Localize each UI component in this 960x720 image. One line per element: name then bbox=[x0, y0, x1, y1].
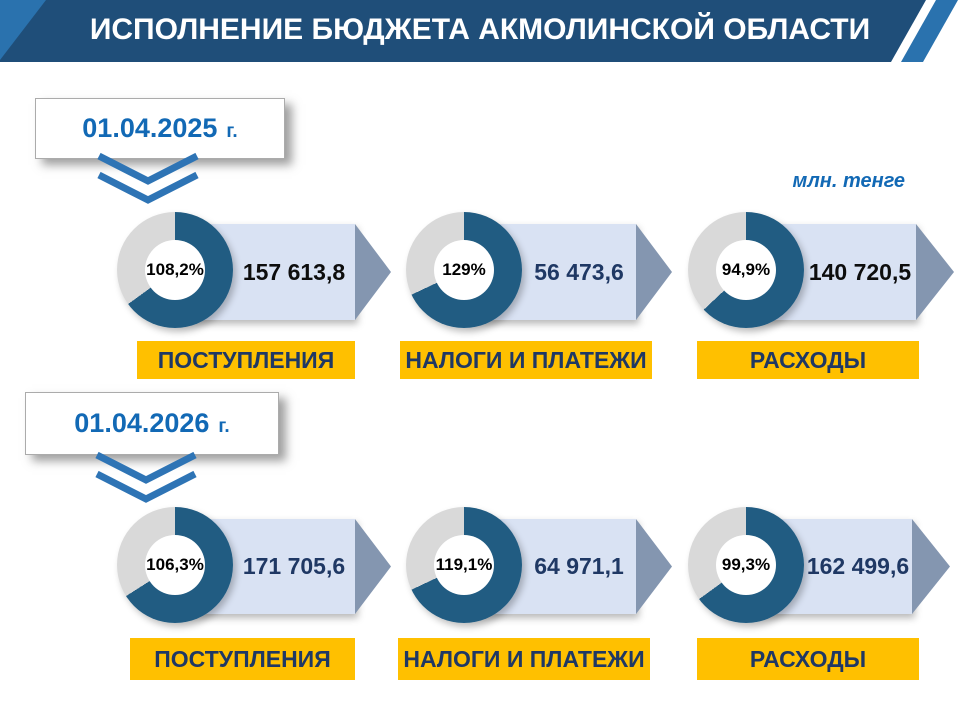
donut-chart: 108,2% bbox=[117, 212, 233, 328]
donut-hole bbox=[434, 240, 494, 300]
category-label: РАСХОДЫ bbox=[697, 341, 919, 379]
arrow-right-icon bbox=[912, 519, 950, 614]
arrow-right-icon bbox=[636, 519, 672, 614]
category-label: ПОСТУПЛЕНИЯ bbox=[130, 638, 355, 680]
donut-chart: 129% bbox=[406, 212, 522, 328]
donut-hole bbox=[716, 240, 776, 300]
donut-hole bbox=[145, 535, 205, 595]
arrow-right-icon bbox=[355, 224, 391, 320]
header-left-corner-accent bbox=[0, 0, 46, 60]
amount-value: 171 705,6 bbox=[242, 553, 346, 579]
donut-chart: 119,1% bbox=[406, 507, 522, 623]
arrow-right-icon bbox=[636, 224, 672, 320]
header-decoration bbox=[0, 0, 958, 62]
amount-value: 157 613,8 bbox=[242, 258, 346, 285]
date-suffix: г. bbox=[226, 120, 238, 142]
date-label: 01.04.2025 bbox=[82, 113, 218, 143]
category-label: НАЛОГИ И ПЛАТЕЖИ bbox=[398, 638, 650, 680]
date-label: 01.04.2026 bbox=[74, 408, 210, 438]
percent-value: 99,3% bbox=[721, 555, 771, 574]
header-band: ИСПОЛНЕНИЕ БЮДЖЕТА АКМОЛИНСКОЙ ОБЛАСТИ bbox=[0, 0, 960, 62]
date-suffix: г. bbox=[218, 415, 230, 437]
category-label: РАСХОДЫ bbox=[697, 638, 919, 680]
arrow-right-icon bbox=[355, 519, 391, 614]
amount-value: 64 971,1 bbox=[534, 553, 624, 579]
amount-value: 56 473,6 bbox=[534, 258, 624, 285]
chevron-down-icon bbox=[95, 451, 197, 503]
percent-value: 94,9% bbox=[721, 260, 771, 279]
donut-hole bbox=[145, 240, 205, 300]
percent-value: 106,3% bbox=[146, 555, 204, 574]
arrow-right-icon bbox=[916, 224, 954, 320]
header-navy-band bbox=[0, 0, 926, 62]
page-title: ИСПОЛНЕНИЕ БЮДЖЕТА АКМОЛИНСКОЙ ОБЛАСТИ bbox=[89, 13, 871, 46]
percent-value: 108,2% bbox=[146, 260, 204, 279]
unit-label: млн. тенге bbox=[792, 170, 905, 192]
donut-chart: 94,9% bbox=[688, 212, 804, 328]
donut-hole bbox=[716, 535, 776, 595]
header-right-stripe-accent bbox=[901, 0, 958, 62]
amount-value: 140 720,5 bbox=[808, 258, 912, 285]
amount-value: 162 499,6 bbox=[806, 553, 910, 579]
percent-value: 119,1% bbox=[435, 555, 493, 574]
category-label: НАЛОГИ И ПЛАТЕЖИ bbox=[400, 341, 652, 379]
percent-value: 129% bbox=[442, 260, 486, 279]
chevron-down-icon bbox=[97, 152, 199, 204]
date-box-2025: 01.04.2025 г. bbox=[35, 98, 285, 159]
date-box-2026: 01.04.2026 г. bbox=[25, 392, 279, 455]
donut-hole bbox=[434, 535, 494, 595]
donut-chart: 99,3% bbox=[688, 507, 804, 623]
donut-chart: 106,3% bbox=[117, 507, 233, 623]
category-label: ПОСТУПЛЕНИЯ bbox=[137, 341, 355, 379]
